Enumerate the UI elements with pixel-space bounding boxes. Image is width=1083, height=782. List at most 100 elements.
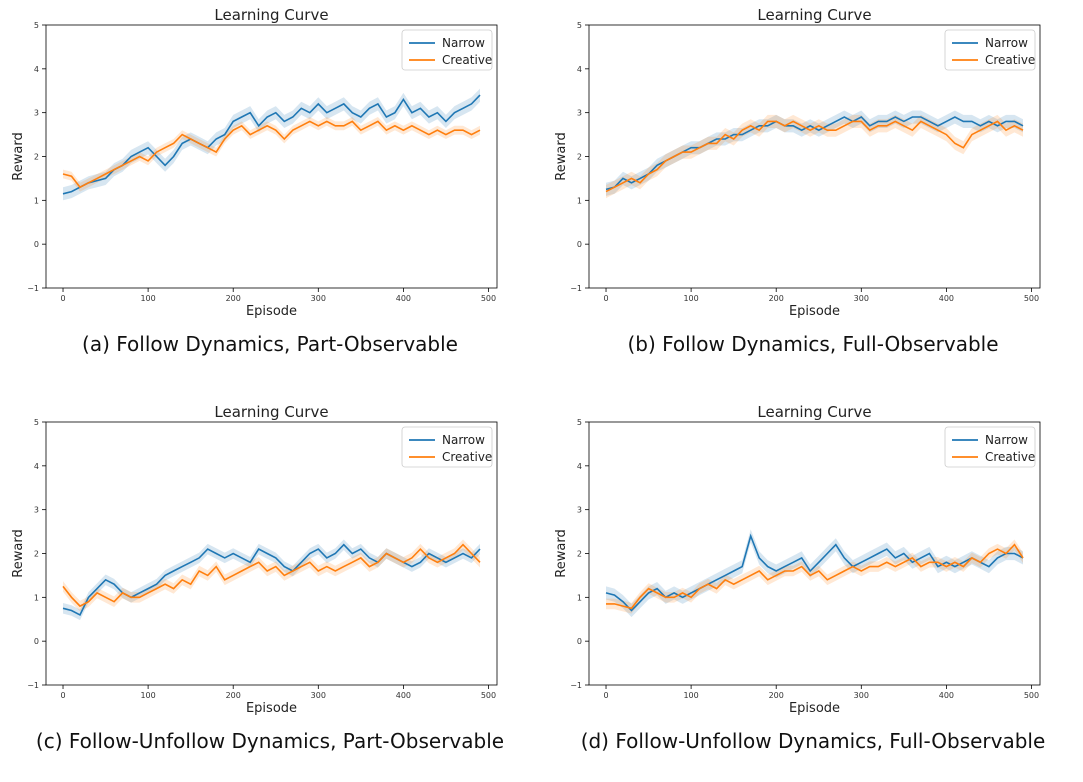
chart-d: 0 100 200 300 400 500 −1 0 1 2 3 4 5 Learning Curve Ep… [554, 403, 1041, 716]
x-tick-label: 0 [60, 294, 65, 303]
y-axis-label: Reward [11, 132, 26, 180]
x-tick-label: 200 [226, 294, 241, 303]
x-tick-label: 100 [683, 294, 698, 303]
series-line-creative [62, 543, 481, 608]
chart-b: 0 100 200 300 400 500 −1 0 1 2 3 4 5 Learning Curve Ep… [554, 6, 1041, 319]
x-axis-label: Episode [789, 304, 840, 319]
legend: Narrow Creative [944, 29, 1036, 71]
caption-d: (d) Follow-Unfollow Dynamics, Full-Obser… [580, 729, 1046, 753]
chart-title: Learning Curve [214, 403, 328, 421]
x-axis-label: Episode [246, 701, 297, 716]
x-tick-label: 100 [140, 294, 155, 303]
legend: Narrow Creative [401, 29, 493, 71]
x-tick-label: 300 [854, 294, 869, 303]
x-tick-label: 300 [854, 691, 869, 700]
y-tick-label: 5 [34, 418, 39, 427]
y-tick-label: 0 [34, 637, 39, 646]
y-tick-label: 3 [577, 109, 582, 118]
x-tick-label: 200 [226, 691, 241, 700]
x-axis-label: Episode [246, 304, 297, 319]
x-tick-label: 400 [396, 294, 411, 303]
y-tick-label: −1 [570, 284, 582, 293]
band-narrow [63, 539, 480, 621]
legend-label-narrow: Narrow [442, 433, 485, 447]
x-tick-label: 400 [939, 691, 954, 700]
y-tick-label: 4 [577, 65, 582, 74]
y-tick-label: 0 [577, 240, 582, 249]
y-tick-label: 3 [34, 109, 39, 118]
legend-label-narrow: Narrow [985, 36, 1028, 50]
y-tick-label: 2 [577, 153, 582, 162]
y-tick-label: 2 [577, 550, 582, 559]
chart-panel-c: 0 100 200 300 400 500 −1 0 1 2 3 4 5 Learning Curve Ep… [0, 397, 540, 782]
series-line-narrow [62, 94, 481, 195]
chart-title: Learning Curve [757, 6, 871, 24]
y-axis-label: Reward [11, 529, 26, 577]
series-line-creative [606, 543, 1024, 610]
y-tick-label: 1 [34, 196, 39, 205]
y-tick-label: 0 [577, 637, 582, 646]
caption-c: (c) Follow-Unfollow Dynamics, Part-Obser… [35, 729, 505, 753]
y-tick-label: −1 [27, 284, 39, 293]
x-tick-label: 500 [1024, 691, 1039, 700]
y-tick-label: 2 [34, 153, 39, 162]
series-line-creative [605, 120, 1024, 193]
legend-label-creative: Creative [442, 53, 492, 67]
chart-panel-a: 0 100 200 300 400 500 −1 0 1 2 3 4 5 Learning Curve Ep… [0, 0, 540, 385]
x-tick-label: 200 [769, 294, 784, 303]
y-tick-label: 1 [34, 593, 39, 602]
y-axis-label: Reward [554, 132, 569, 180]
x-axis-label: Episode [789, 701, 840, 716]
y-tick-label: 0 [34, 240, 39, 249]
x-tick-label: 400 [939, 294, 954, 303]
legend-label-creative: Creative [442, 450, 492, 464]
y-tick-label: 5 [34, 21, 39, 30]
chart-c: 0 100 200 300 400 500 −1 0 1 2 3 4 5 Learning Curve Ep… [11, 403, 498, 716]
band-creative [63, 117, 480, 192]
y-tick-label: −1 [27, 681, 39, 690]
y-tick-label: 1 [577, 196, 582, 205]
chart-panel-d: 0 100 200 300 400 500 −1 0 1 2 3 4 5 Learning Curve Ep… [543, 397, 1083, 782]
legend: Narrow Creative [944, 426, 1036, 468]
x-tick-label: 100 [683, 691, 698, 700]
x-tick-label: 0 [603, 691, 608, 700]
x-tick-label: 500 [481, 294, 496, 303]
band-creative [606, 114, 1023, 199]
y-axis-label: Reward [554, 529, 569, 577]
y-tick-label: 4 [34, 65, 39, 74]
y-tick-label: 2 [34, 550, 39, 559]
y-tick-label: 5 [577, 21, 582, 30]
x-tick-label: 300 [311, 294, 326, 303]
legend-label-creative: Creative [985, 53, 1035, 67]
y-tick-label: 4 [577, 462, 582, 471]
series-line-creative [62, 120, 481, 189]
chart-panel-b: 0 100 200 300 400 500 −1 0 1 2 3 4 5 Learning Curve Ep… [543, 0, 1083, 385]
y-tick-label: 5 [577, 418, 582, 427]
x-tick-label: 100 [140, 691, 155, 700]
legend-label-narrow: Narrow [985, 433, 1028, 447]
y-tick-label: 1 [577, 593, 582, 602]
band-creative [606, 539, 1023, 614]
series-line-narrow [605, 533, 1024, 612]
band-creative [63, 539, 480, 612]
band-narrow [63, 88, 480, 201]
chart-title: Learning Curve [214, 6, 328, 24]
x-tick-label: 500 [481, 691, 496, 700]
y-tick-label: 4 [34, 462, 39, 471]
x-tick-label: 200 [769, 691, 784, 700]
legend-label-creative: Creative [985, 450, 1035, 464]
x-tick-label: 400 [396, 691, 411, 700]
caption-b: (b) Follow Dynamics, Full-Observable [627, 332, 999, 356]
legend: Narrow Creative [401, 426, 493, 468]
legend-label-narrow: Narrow [442, 36, 485, 50]
x-tick-label: 0 [60, 691, 65, 700]
y-tick-label: −1 [570, 681, 582, 690]
chart-title: Learning Curve [757, 403, 871, 421]
y-tick-label: 3 [577, 506, 582, 515]
x-tick-label: 0 [603, 294, 608, 303]
y-tick-label: 3 [34, 506, 39, 515]
x-tick-label: 300 [311, 691, 326, 700]
chart-a: 0 100 200 300 400 500 −1 0 1 2 3 4 5 Learning Curve Ep… [11, 6, 498, 319]
caption-a: (a) Follow Dynamics, Part-Observable [82, 332, 458, 356]
x-tick-label: 500 [1024, 294, 1039, 303]
